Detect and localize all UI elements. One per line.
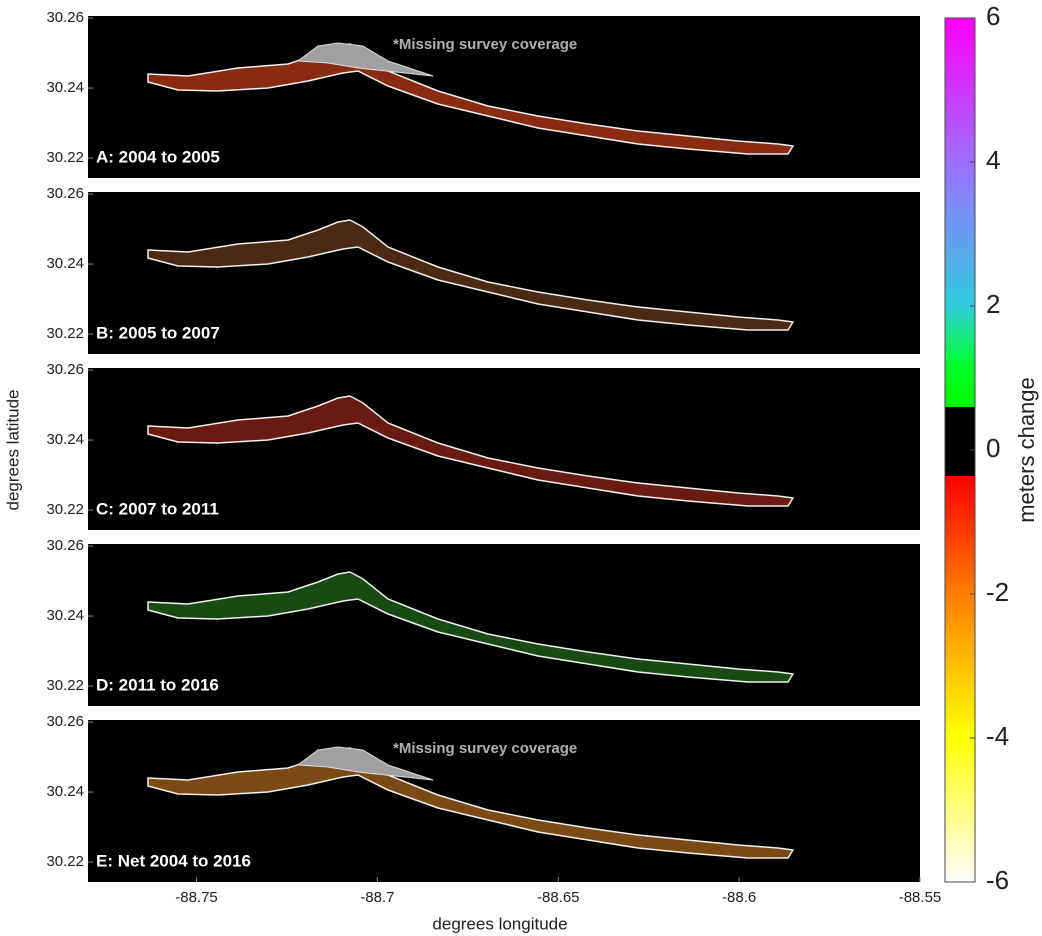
y-tick-label: 30.24 [46,607,84,624]
y-tick-label: 30.22 [46,325,84,342]
island [147,219,795,331]
missing-coverage [296,42,434,77]
y-tick-label: 30.26 [46,9,84,26]
x-tick-label: -88.7 [360,889,394,906]
y-tick-label: 30.24 [46,255,84,272]
colorbar-tick-label: 0 [986,433,1000,463]
y-tick-label: 30.22 [46,501,84,518]
island [147,571,795,683]
x-axis-label: degrees longitude [432,914,567,933]
colorbar-label: meters change [1014,377,1039,523]
panel-label: E: Net 2004 to 2016 [96,851,251,870]
y-tick-label: 30.24 [46,431,84,448]
colorbar-tick-label: -4 [986,721,1009,751]
panel-label: D: 2011 to 2016 [96,675,219,694]
x-tick-label: -88.55 [899,889,942,906]
colorbar-tick-label: 4 [986,145,1000,175]
x-tick-label: -88.75 [175,889,218,906]
y-tick-label: 30.26 [46,713,84,730]
annotation: *Missing survey coverage [393,740,577,757]
x-tick-label: -88.6 [722,889,756,906]
panel-label: C: 2007 to 2011 [96,499,219,518]
y-axis-label: degrees latitude [3,390,22,511]
y-tick-label: 30.22 [46,853,84,870]
y-tick-label: 30.22 [46,149,84,166]
y-tick-label: 30.24 [46,79,84,96]
y-tick-label: 30.26 [46,185,84,202]
annotation: *Missing survey coverage [393,36,577,53]
colorbar-tick-label: -2 [986,577,1009,607]
y-tick-label: 30.22 [46,677,84,694]
panel-label: B: 2005 to 2007 [96,323,220,342]
panel-label: A: 2004 to 2005 [96,147,220,166]
y-tick-label: 30.24 [46,783,84,800]
missing-coverage [296,746,434,781]
colorbar-tick-label: -6 [986,865,1009,895]
island [147,395,795,507]
colorbar-tick-label: 2 [986,289,1000,319]
colorbar-tick-label: 6 [986,1,1000,31]
y-tick-label: 30.26 [46,537,84,554]
x-tick-label: -88.65 [537,889,580,906]
y-tick-label: 30.26 [46,361,84,378]
